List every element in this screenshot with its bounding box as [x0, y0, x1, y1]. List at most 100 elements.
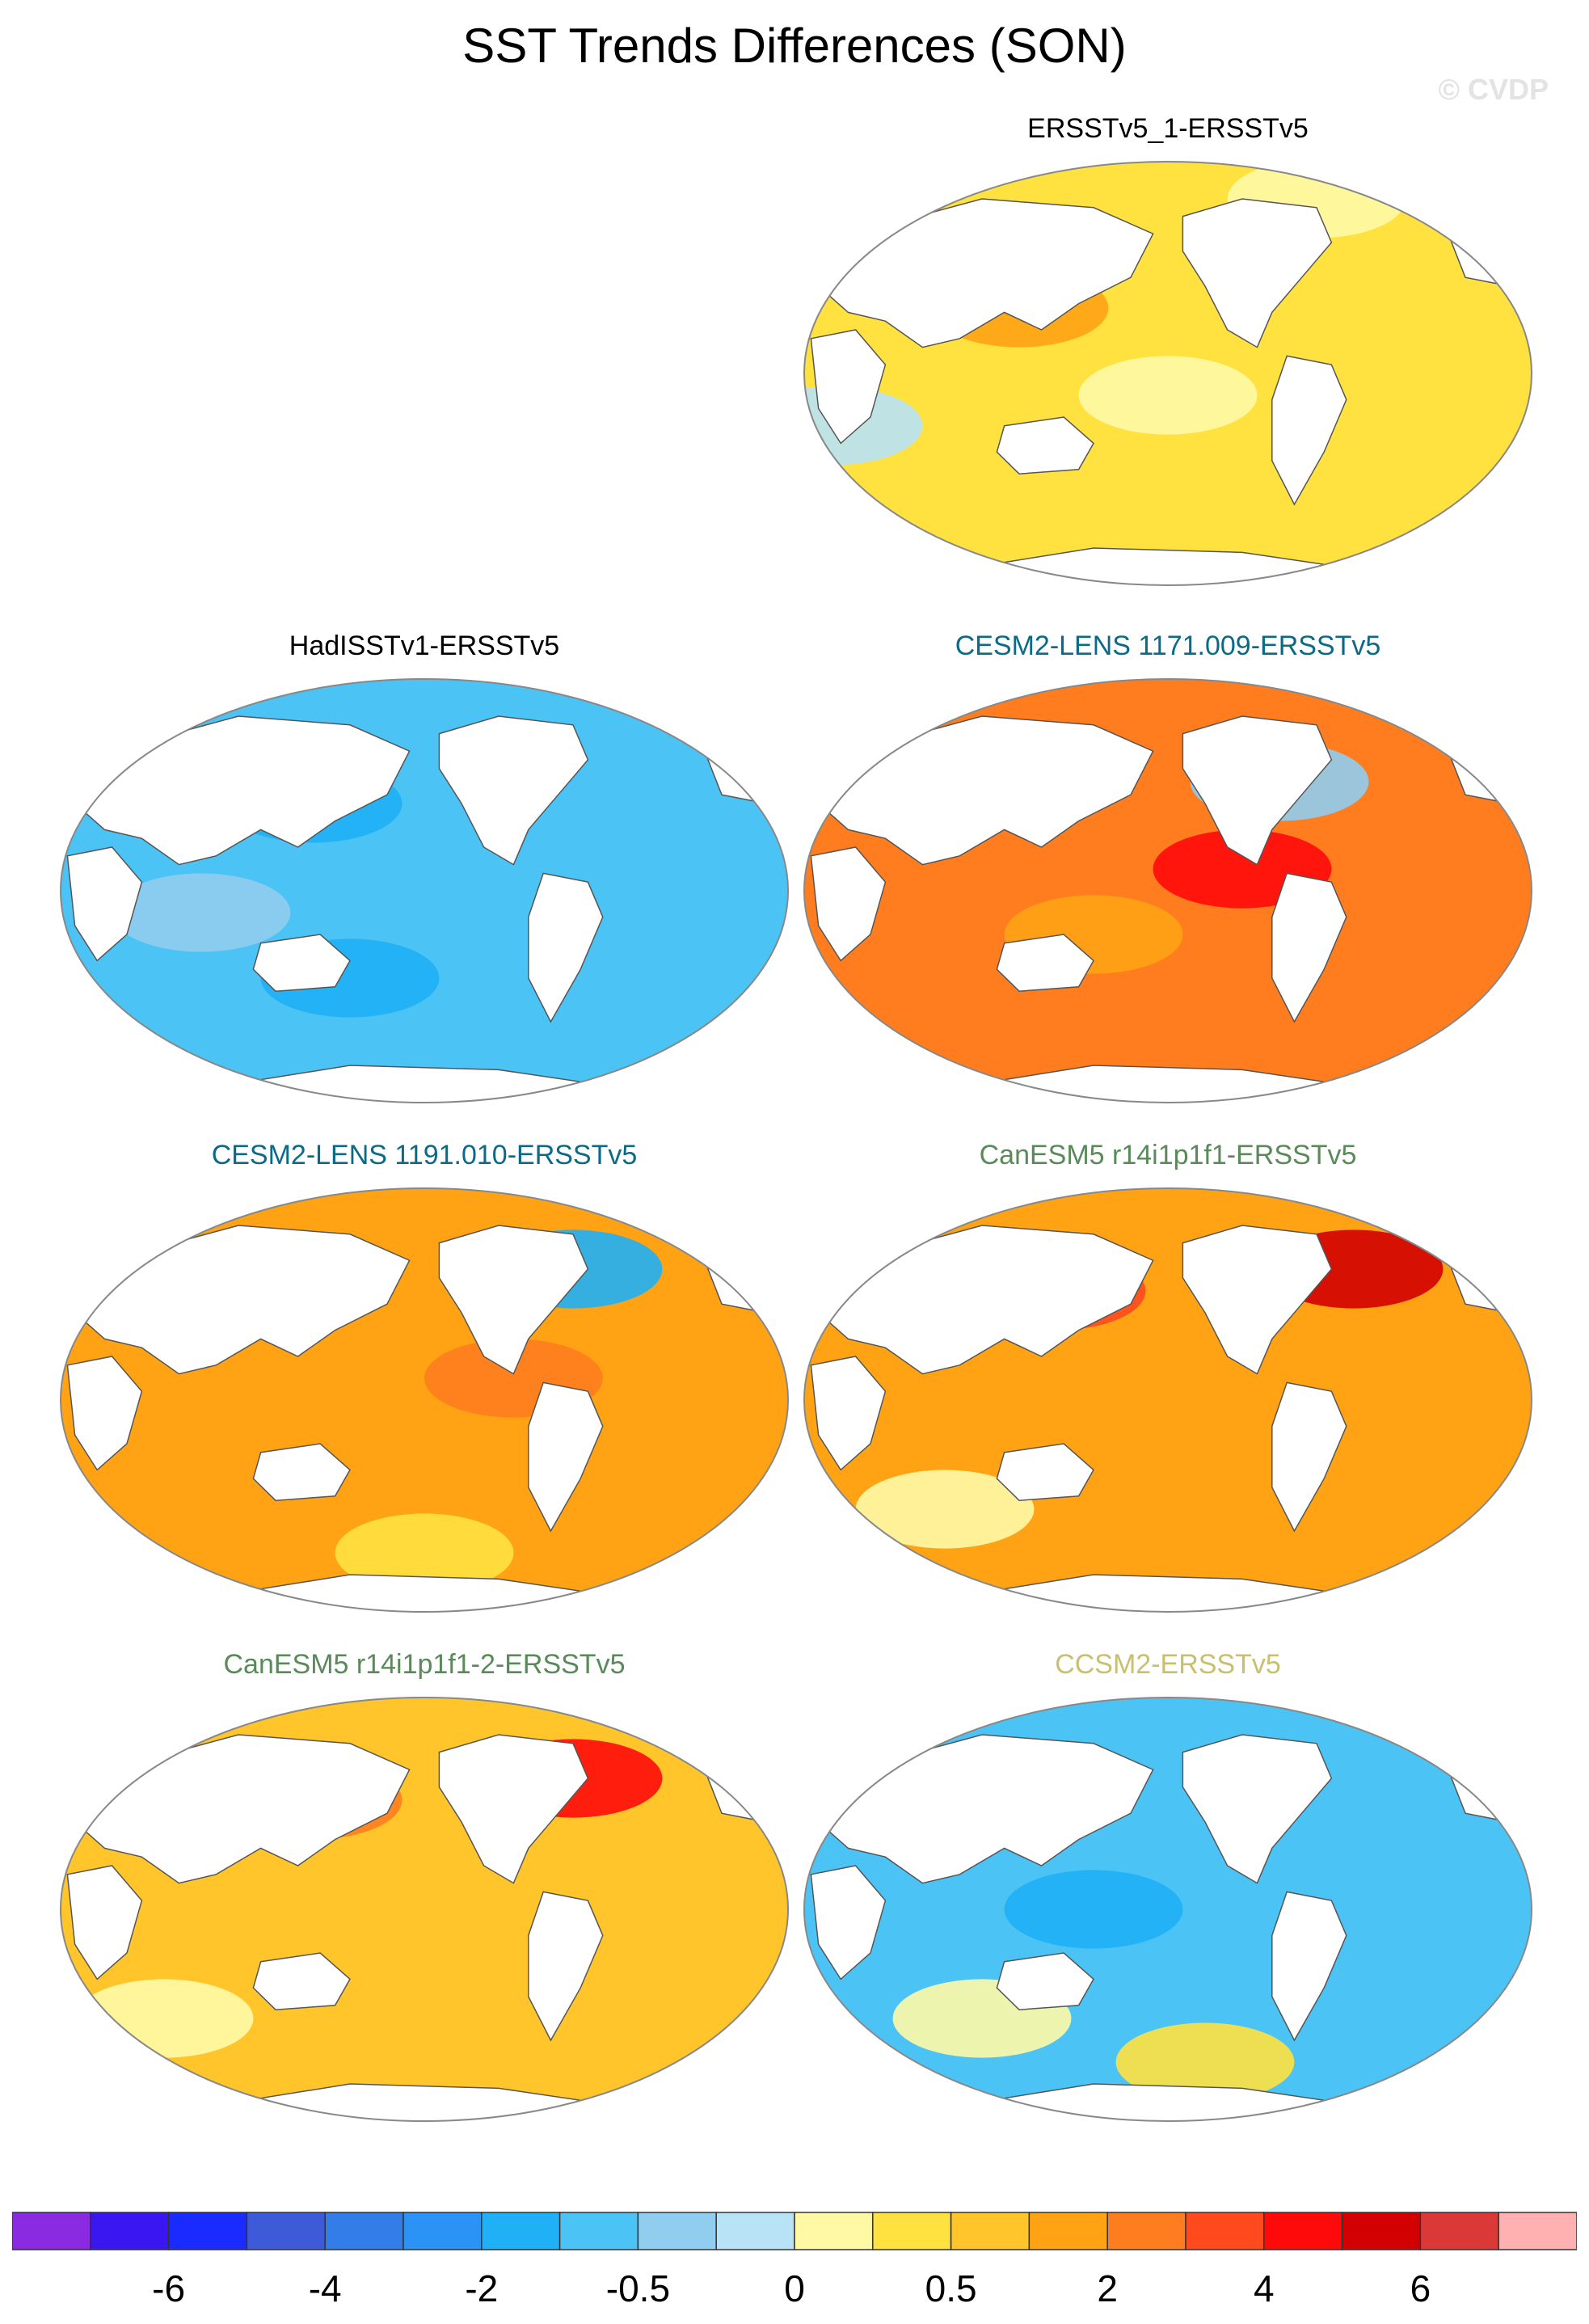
landmass	[817, 1225, 1154, 1375]
map-panel-cesm2-1171: CESM2-LENS 1171.009-ERSSTv5	[796, 631, 1540, 1107]
anomaly-region	[74, 1979, 254, 2058]
landmass	[810, 1865, 887, 1980]
anomaly-region	[1115, 2022, 1295, 2102]
colorbar-swatch	[872, 2212, 952, 2250]
colorbar-swatch	[558, 2212, 639, 2250]
colorbar-tick-label: 6	[1410, 2267, 1431, 2309]
sst-field	[804, 1698, 1532, 2121]
panel-title: ERSSTv5_1-ERSSTv5	[1027, 113, 1309, 144]
landmass	[817, 1734, 1154, 1884]
landmass	[252, 934, 351, 992]
panel-title: HadISSTv1-ERSSTv5	[289, 631, 560, 661]
colorbar-swatch	[637, 2212, 717, 2250]
world-map	[803, 678, 1532, 1103]
world-map	[803, 1187, 1532, 1613]
landmass	[438, 715, 589, 866]
landmass	[1271, 1381, 1347, 1533]
landmass	[74, 1734, 411, 1884]
world-map	[60, 1697, 789, 2122]
figure-title: SST Trends Differences (SON)	[462, 19, 1127, 73]
anomaly-region	[1078, 356, 1258, 435]
sst-field	[804, 162, 1532, 585]
colorbar-swatch	[481, 2212, 561, 2250]
landmass	[528, 1891, 604, 2042]
landmass	[74, 715, 411, 866]
world-map	[60, 678, 789, 1103]
landmass	[66, 1356, 143, 1471]
colorbar-swatch	[1419, 2212, 1499, 2250]
panel-title: CanESM5 r14i1p1f1-ERSSTv5	[979, 1140, 1357, 1170]
landmass	[1182, 1734, 1333, 1884]
landmass	[74, 1225, 411, 1375]
colorbar-swatch	[1498, 2212, 1577, 2250]
landmass	[817, 198, 1154, 348]
sst-field	[61, 1698, 788, 2121]
landmass	[528, 872, 604, 1023]
landmass	[996, 416, 1094, 475]
landmass	[252, 1952, 351, 2010]
sst-field	[61, 679, 788, 1103]
panel-title: CCSM2-ERSSTv5	[1055, 1649, 1281, 1680]
map-border	[803, 678, 1532, 1103]
sst-field	[804, 679, 1532, 1103]
colorbar-swatch	[1341, 2212, 1422, 2250]
map-border	[803, 1187, 1532, 1613]
landmass	[996, 934, 1094, 992]
landmass	[438, 1225, 589, 1375]
sst-field	[61, 1188, 788, 1612]
landmass	[528, 1381, 604, 1533]
anomaly-region	[335, 1513, 514, 1592]
landmass	[66, 1865, 143, 1980]
landmass	[252, 1443, 351, 1501]
colorbar-swatch	[1185, 2212, 1265, 2250]
colorbar: -6 -4 -2 -0.5 0 0.5 2 4 6	[12, 2212, 1577, 2309]
colorbar-swatch	[90, 2212, 170, 2250]
landmass	[996, 1443, 1094, 1501]
map-border	[60, 1187, 789, 1613]
landmass	[1182, 715, 1333, 866]
anomaly-region	[1004, 1870, 1183, 1949]
anomaly-region	[855, 1470, 1035, 1549]
colorbar-tick-label: -6	[152, 2267, 185, 2309]
ocean-base	[804, 1188, 1532, 1612]
colorbar-tick-label: 0.5	[925, 2267, 977, 2309]
landmass	[996, 1952, 1094, 2010]
map-panel-ersstv5-1: ERSSTv5_1-ERSSTv5	[796, 113, 1540, 590]
colorbar-swatch	[324, 2212, 404, 2250]
landmass	[817, 715, 1154, 866]
landmass	[66, 846, 143, 962]
map-border	[60, 678, 789, 1103]
colorbar-tick-label: -0.5	[606, 2267, 670, 2309]
colorbar-tick-label: -2	[465, 2267, 498, 2309]
landmass	[1271, 1891, 1347, 2042]
map-panel-cesm2-1191: CESM2-LENS 1191.010-ERSSTv5	[53, 1140, 796, 1617]
colorbar-swatch	[950, 2212, 1031, 2250]
colorbar-tick-label: 2	[1097, 2267, 1118, 2309]
map-panel-hadisst: HadISSTv1-ERSSTv5	[53, 631, 796, 1107]
map-panel-ccsm2: CCSM2-ERSSTv5	[796, 1649, 1540, 2126]
landmass	[810, 1356, 887, 1471]
watermark: © CVDP	[1438, 73, 1549, 106]
sst-field	[804, 1188, 1532, 1612]
colorbar-swatch	[12, 2212, 91, 2250]
colorbar-swatch	[246, 2212, 326, 2250]
colorbar-swatch	[403, 2212, 483, 2250]
landmass	[438, 1734, 589, 1884]
colorbar-swatch	[1106, 2212, 1186, 2250]
landmass	[810, 329, 887, 445]
landmass	[1182, 1225, 1333, 1375]
ocean-base	[61, 1698, 788, 2121]
colorbar-swatch	[1028, 2212, 1108, 2250]
landmass	[1271, 872, 1347, 1023]
colorbar-tick-label: 0	[784, 2267, 805, 2309]
colorbar-swatch	[715, 2212, 795, 2250]
map-panel-canesm5-2: CanESM5 r14i1p1f1-2-ERSSTv5	[53, 1649, 796, 2126]
map-border	[803, 161, 1532, 586]
map-border	[803, 1697, 1532, 2122]
colorbar-swatch	[794, 2212, 874, 2250]
landmass	[810, 846, 887, 962]
world-map	[60, 1187, 789, 1613]
map-panel-canesm5: CanESM5 r14i1p1f1-ERSSTv5	[796, 1140, 1540, 1617]
colorbar-tick-label: 4	[1254, 2267, 1275, 2309]
panel-title: CESM2-LENS 1191.010-ERSSTv5	[211, 1140, 638, 1170]
